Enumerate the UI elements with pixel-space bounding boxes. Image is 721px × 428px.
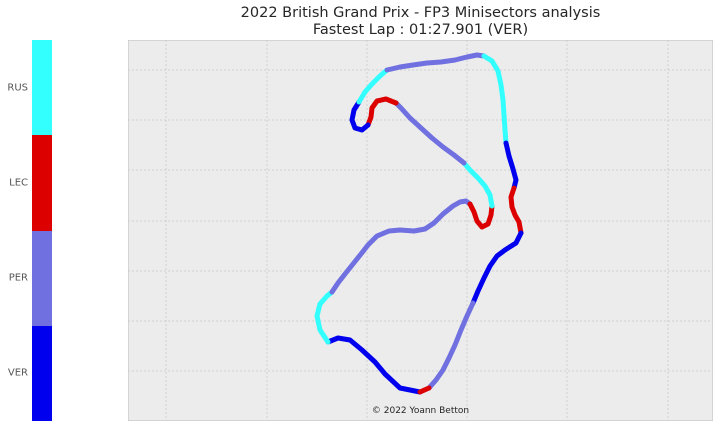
track-segments <box>314 52 524 395</box>
colorbar-segment-ver <box>32 325 52 421</box>
track-segment-rus <box>481 53 509 146</box>
chart-title: 2022 British Grand Prix - FP3 Minisector… <box>128 5 713 39</box>
colorbar-segment-lec <box>32 135 52 231</box>
track-segment-per <box>329 198 473 295</box>
track-segment-per <box>393 100 467 166</box>
colorbar-label-per: PER <box>8 272 28 284</box>
track-segment-rus <box>314 289 335 345</box>
colorbar-segment-rus <box>32 40 52 136</box>
track-segment-lec <box>365 96 399 128</box>
driver-colorbar <box>32 40 52 421</box>
track-segment-lec <box>467 201 495 230</box>
track-segment-ver <box>349 99 371 133</box>
chart-title-line1: 2022 British Grand Prix - FP3 Minisector… <box>240 5 601 21</box>
colorbar-label-lec: LEC <box>9 177 28 189</box>
track-segment-rus <box>356 67 390 105</box>
track-segment-ver <box>325 335 423 395</box>
track-segment-per <box>426 300 476 391</box>
track-segment-lec <box>508 185 524 236</box>
colorbar-label-ver: VER <box>7 367 28 379</box>
track-segment-lec <box>417 385 432 395</box>
track-segment-ver <box>470 230 524 306</box>
colorbar-label-rus: RUS <box>7 82 28 94</box>
track-segment-rus <box>461 160 495 209</box>
track-plot <box>128 40 713 421</box>
track-segment-per <box>384 52 487 73</box>
chart-title-line2: Fastest Lap : 01:27.901 (VER) <box>312 22 529 38</box>
colorbar-segment-per <box>32 230 52 326</box>
copyright-credit: © 2022 Yoann Betton <box>371 406 470 416</box>
track-segment-ver <box>503 140 519 191</box>
